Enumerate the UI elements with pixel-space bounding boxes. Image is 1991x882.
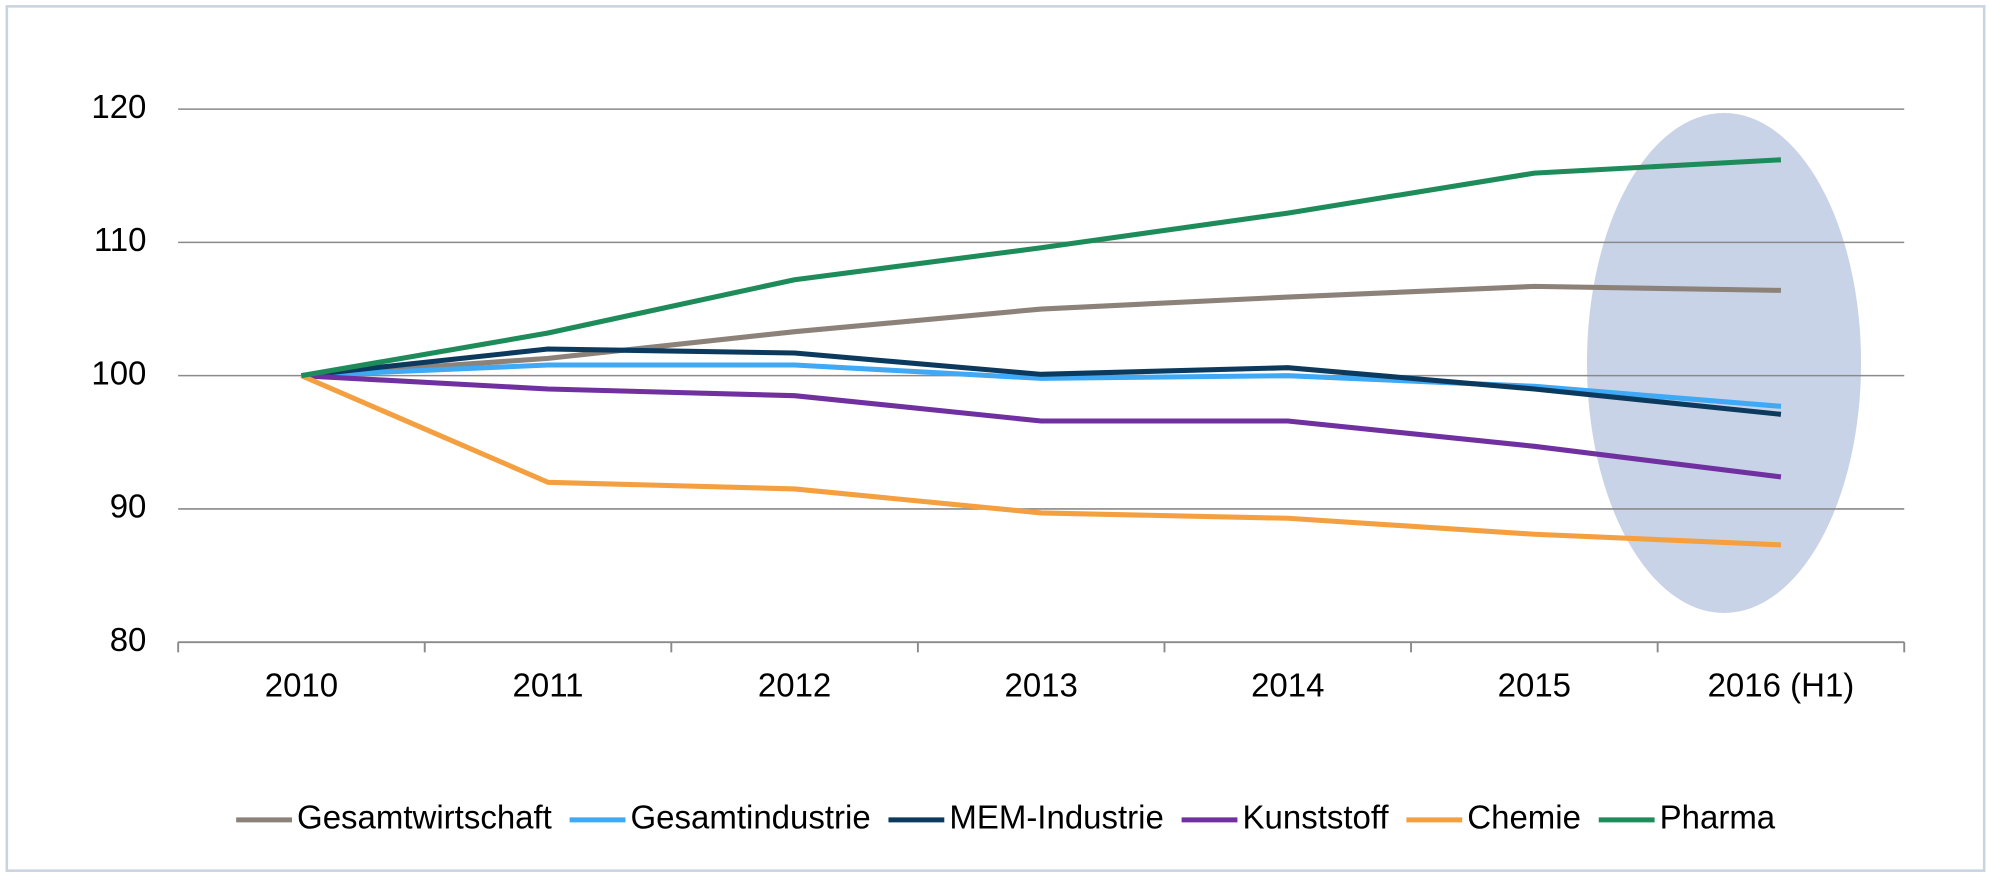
legend-label: MEM-Industrie	[949, 799, 1163, 836]
line-series	[301, 362, 1782, 409]
legend-label: Pharma	[1660, 799, 1776, 836]
x-tick-label: 2010	[265, 667, 338, 704]
x-tick-label: 2014	[1251, 667, 1324, 704]
legend-label: Kunststoff	[1243, 799, 1390, 836]
x-tick-label: 2011	[513, 667, 584, 704]
y-tick-label: 80	[110, 621, 147, 658]
x-tick-label: 2016 (H1)	[1708, 667, 1855, 704]
x-tick-label: 2013	[1004, 667, 1077, 704]
legend-label: Gesamtwirtschaft	[297, 799, 552, 836]
y-tick-label: 90	[110, 488, 147, 525]
y-tick-label: 100	[91, 354, 146, 391]
line-series	[301, 283, 1781, 379]
x-tick-label: 2015	[1498, 667, 1571, 704]
line-series	[300, 373, 1782, 548]
line-series	[301, 346, 1782, 417]
legend-label: Chemie	[1467, 799, 1581, 836]
line-series	[301, 373, 1782, 480]
highlight-ellipse	[1586, 112, 1862, 614]
x-tick-label: 2012	[758, 667, 831, 704]
legend-label: Gesamtindustrie	[631, 799, 871, 836]
y-tick-label: 110	[94, 221, 147, 258]
y-tick-label: 120	[91, 88, 146, 125]
line-series	[301, 157, 1782, 379]
